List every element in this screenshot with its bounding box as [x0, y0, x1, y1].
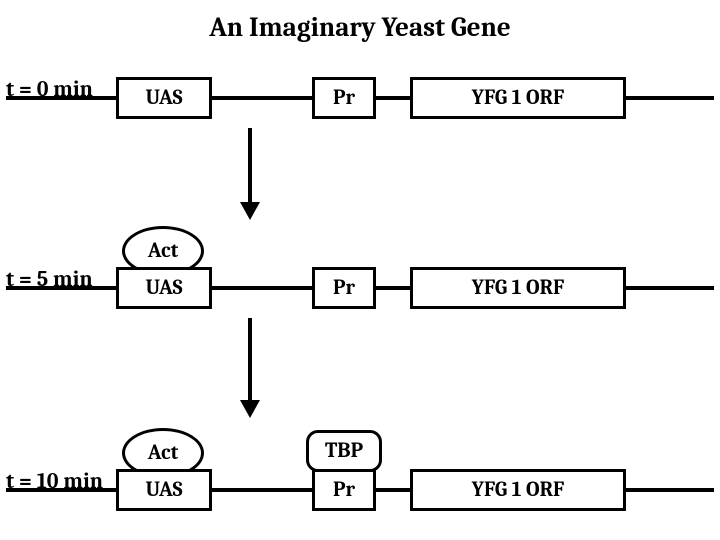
pr-label: Pr [333, 276, 355, 300]
promoter-box-t0: Pr [312, 77, 376, 119]
promoter-box-t10: Pr [312, 469, 376, 511]
uas-label: UAS [145, 276, 182, 300]
orf-box-t5: YFG 1 ORF [410, 267, 626, 309]
orf-label: YFG 1 ORF [472, 276, 565, 300]
orf-box-t10: YFG 1 ORF [410, 469, 626, 511]
uas-label: UAS [145, 86, 182, 110]
orf-label: YFG 1 ORF [472, 86, 565, 110]
diagram-title: An Imaginary Yeast Gene [0, 12, 720, 43]
uas-box-t5: UAS [116, 267, 212, 309]
pr-label: Pr [333, 478, 355, 502]
arrow-down-1 [240, 128, 260, 220]
uas-box-t0: UAS [116, 77, 212, 119]
tbp-label: TBP [325, 439, 363, 463]
arrow-down-2 [240, 318, 260, 418]
act-label: Act [148, 441, 179, 465]
orf-box-t0: YFG 1 ORF [410, 77, 626, 119]
tbp-box-t10: TBP [306, 430, 382, 472]
uas-box-t10: UAS [116, 469, 212, 511]
promoter-box-t5: Pr [312, 267, 376, 309]
orf-label: YFG 1 ORF [472, 478, 565, 502]
act-label: Act [148, 239, 179, 263]
pr-label: Pr [333, 86, 355, 110]
uas-label: UAS [145, 478, 182, 502]
